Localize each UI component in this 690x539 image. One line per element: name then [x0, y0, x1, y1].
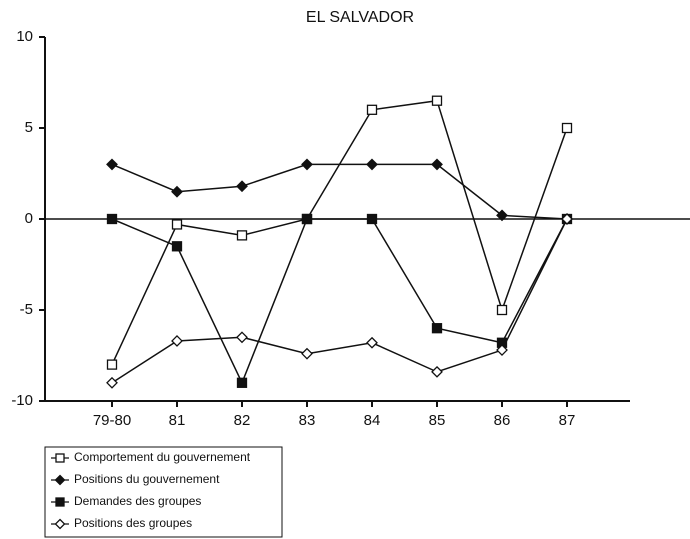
- legend-box: [44, 446, 283, 538]
- x-tick-label: 86: [494, 412, 511, 429]
- series-line: [111, 218, 568, 384]
- x-tick-label: 81: [169, 412, 186, 429]
- marker: [431, 158, 443, 171]
- y-tick-label: 5: [25, 119, 33, 136]
- marker: [171, 335, 183, 347]
- marker: [171, 219, 183, 230]
- marker: [301, 347, 313, 360]
- marker: [236, 331, 248, 344]
- x-tick-label: 87: [559, 412, 576, 429]
- y-tick-label: 10: [16, 28, 33, 45]
- marker: [236, 377, 248, 388]
- series-line: [111, 99, 568, 365]
- marker: [55, 453, 65, 463]
- x-tick-label: 83: [299, 412, 316, 429]
- marker: [301, 213, 313, 225]
- x-tick-label: 82: [234, 412, 251, 429]
- marker: [431, 365, 443, 378]
- marker: [366, 104, 378, 115]
- legend-label: Demandes des groupes: [74, 494, 201, 508]
- legend-label: Comportement du gouvernement: [74, 450, 251, 464]
- marker: [561, 122, 573, 134]
- marker: [106, 158, 118, 171]
- marker: [236, 180, 248, 193]
- chart-title: EL SALVADOR: [306, 9, 414, 26]
- marker: [171, 241, 183, 252]
- legend-label: Positions du gouvernement: [74, 472, 220, 486]
- marker: [366, 213, 378, 225]
- marker: [106, 359, 118, 370]
- marker: [496, 209, 508, 222]
- marker: [496, 304, 508, 316]
- marker: [106, 376, 118, 389]
- marker: [301, 158, 313, 171]
- x-tick-label: 85: [429, 412, 446, 429]
- marker: [54, 518, 66, 530]
- marker: [431, 323, 443, 334]
- x-tick-label: 79-80: [93, 412, 131, 429]
- marker: [561, 213, 573, 225]
- marker: [236, 230, 248, 241]
- legend-label: Positions des groupes: [74, 516, 192, 530]
- y-tick-label: 0: [25, 210, 33, 227]
- x-tick-label: 84: [364, 412, 381, 429]
- y-tick-label: -10: [11, 392, 33, 409]
- marker: [496, 344, 508, 356]
- marker: [431, 95, 443, 106]
- series-line: [111, 218, 568, 385]
- marker: [366, 336, 378, 349]
- marker: [171, 185, 183, 198]
- marker: [366, 158, 378, 171]
- marker: [55, 497, 65, 507]
- marker: [106, 213, 118, 225]
- series-line: [111, 163, 568, 220]
- y-tick-label: -5: [20, 301, 33, 318]
- marker: [54, 474, 66, 486]
